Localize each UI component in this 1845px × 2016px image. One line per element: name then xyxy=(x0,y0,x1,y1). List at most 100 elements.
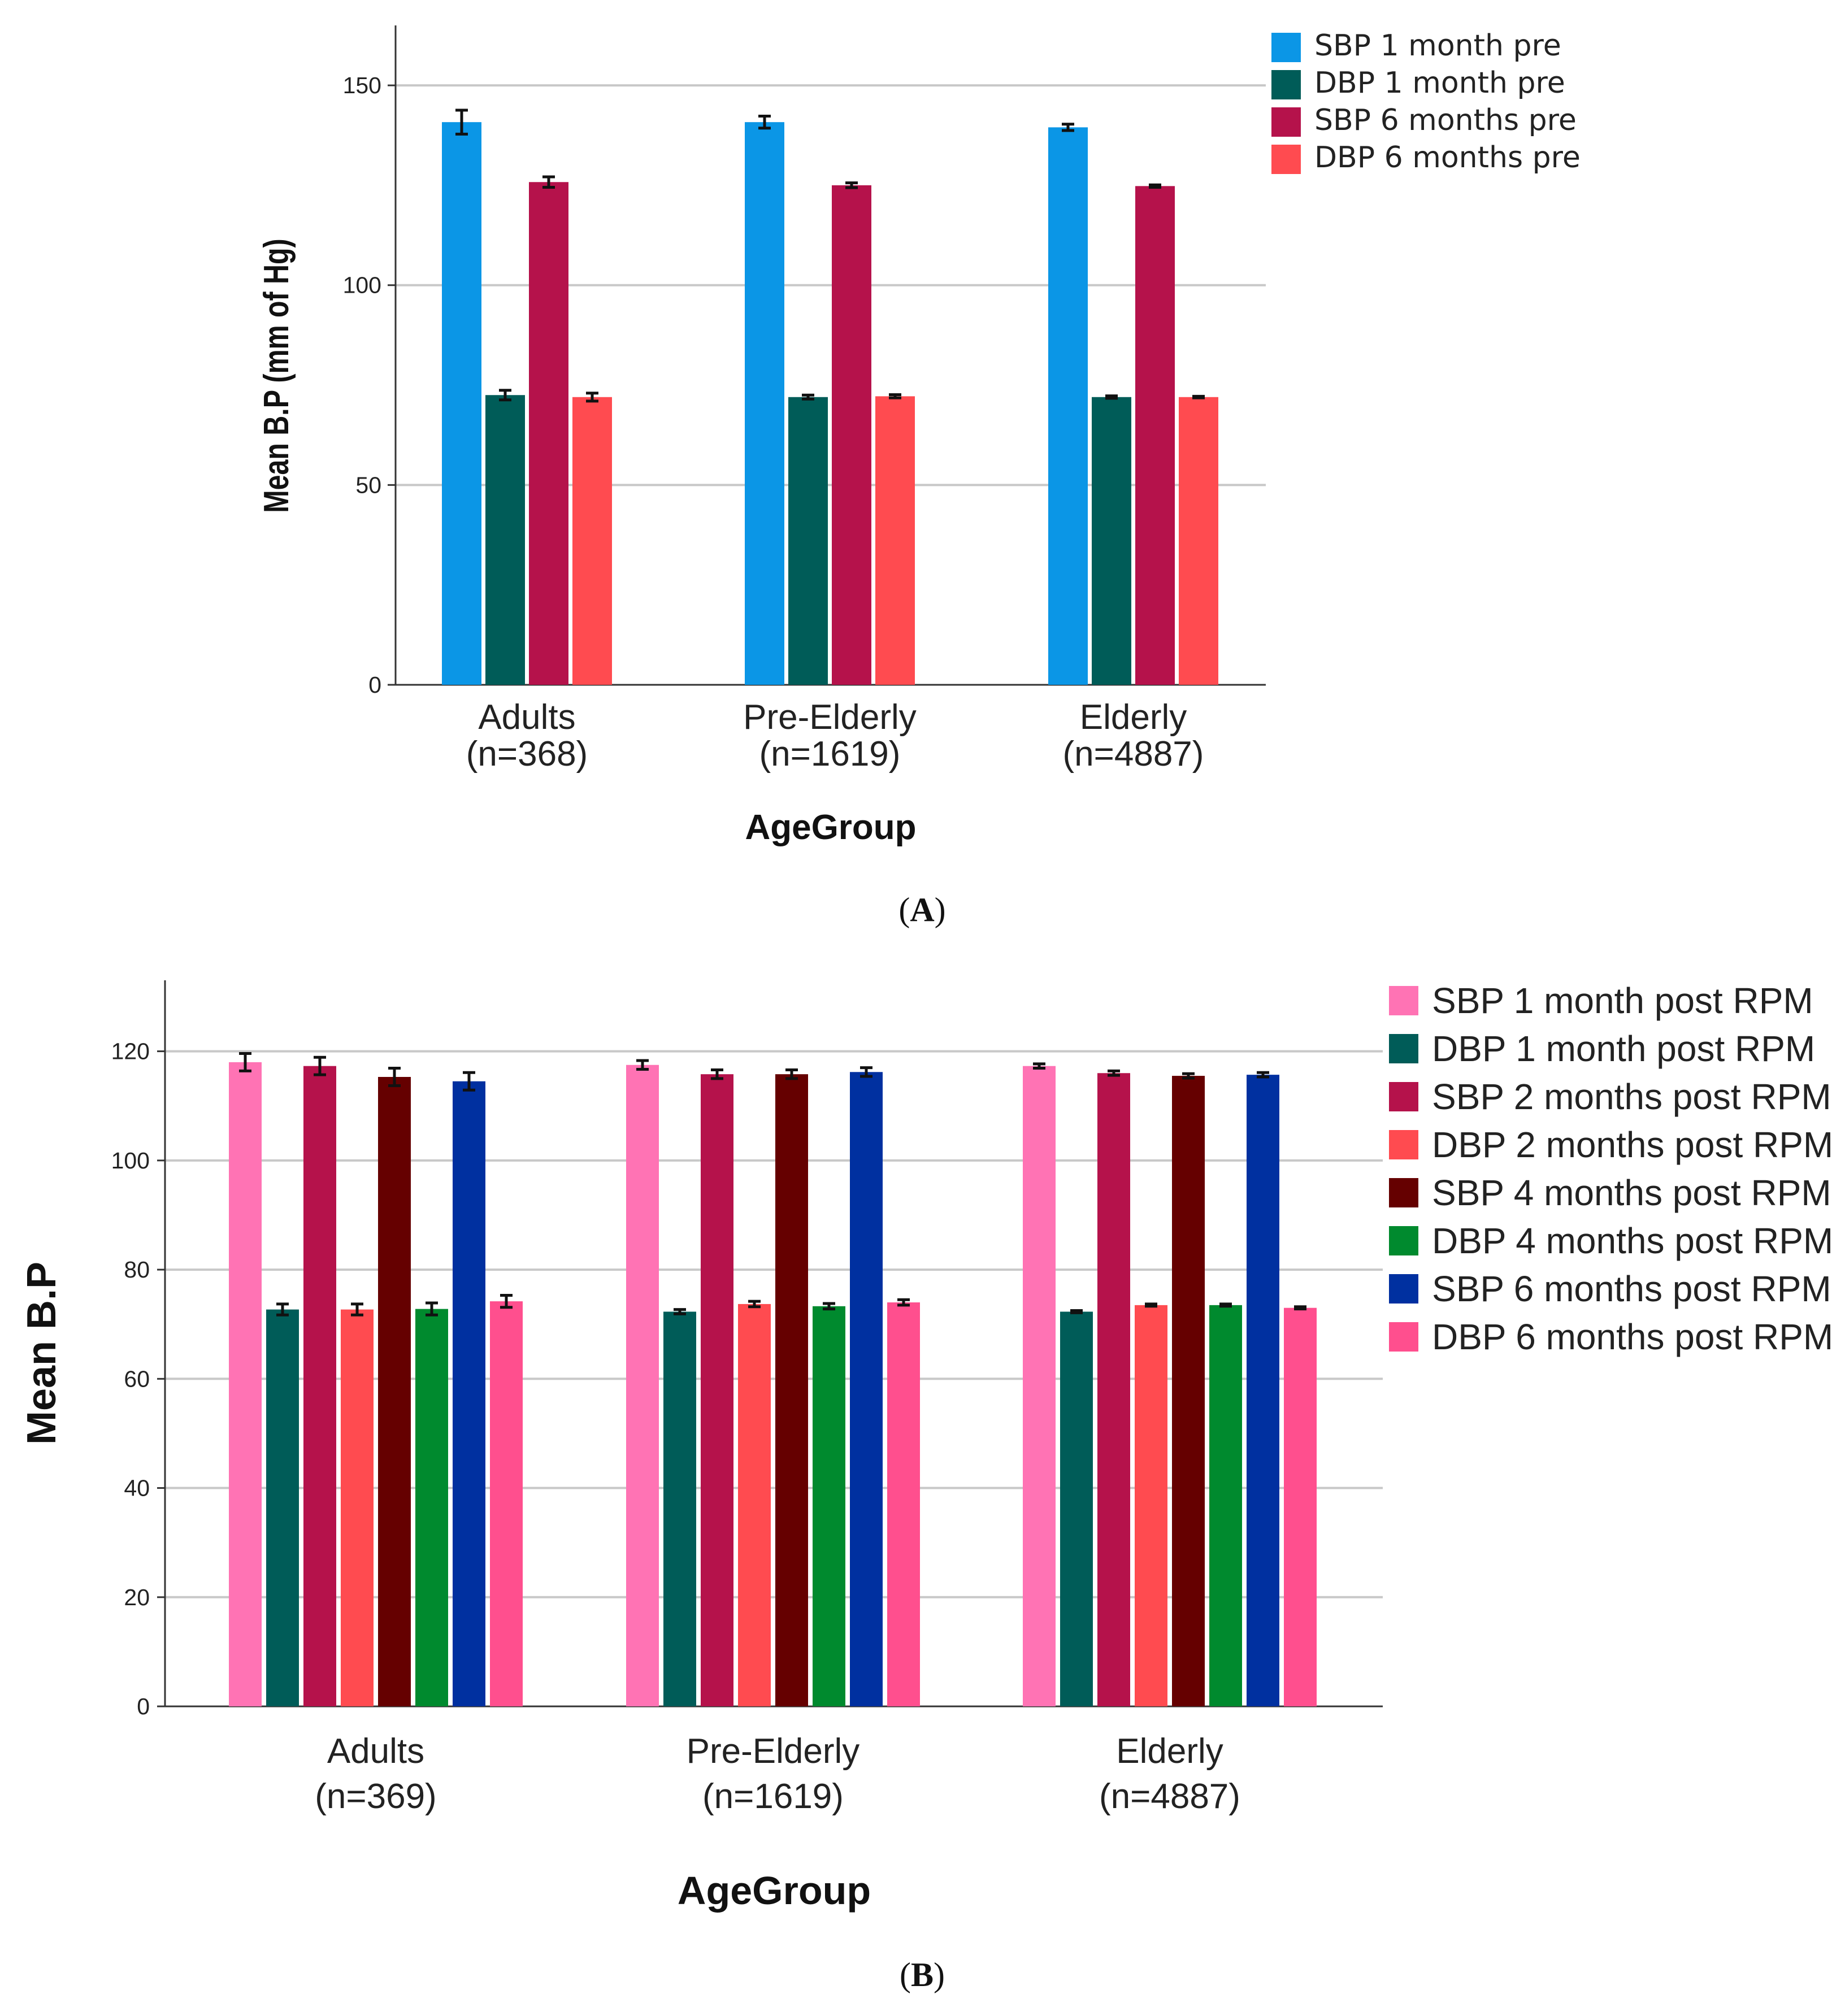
error-bar xyxy=(1192,394,1205,399)
panel-label-letter: B xyxy=(911,1956,934,1993)
bar-dbp-4-months-post-rpm-adults xyxy=(415,1309,448,1706)
error-bar xyxy=(845,181,858,189)
bar-dbp-1-month-post-rpm-elderly xyxy=(1060,1311,1093,1706)
y-tick-label: 20 xyxy=(124,1584,150,1610)
legend-swatch xyxy=(1271,70,1301,99)
bar-sbp-4-months-post-rpm-pre-elderly xyxy=(775,1074,808,1706)
error-bar xyxy=(351,1302,363,1317)
bar-dbp-6-months-pre-adults xyxy=(572,397,612,685)
bar-sbp-2-months-post-rpm-elderly xyxy=(1097,1073,1130,1706)
error-bar xyxy=(758,115,771,130)
category-sample-size: (n=4887) xyxy=(1063,735,1204,774)
panel-label-close-paren: ) xyxy=(934,1956,945,1993)
error-bar xyxy=(455,108,468,136)
legend-label: SBP 1 month pre xyxy=(1314,29,1561,63)
legend-swatch xyxy=(1389,1130,1418,1159)
category-sample-size: (n=1619) xyxy=(702,1777,844,1816)
legend-swatch xyxy=(1389,1226,1418,1255)
bar-dbp-1-month-pre-pre-elderly xyxy=(788,397,828,685)
y-tick-label: 40 xyxy=(124,1475,150,1501)
error-bar xyxy=(1108,1069,1120,1077)
bar-sbp-1-month-pre-elderly xyxy=(1048,127,1088,685)
legend-label: SBP 4 months post RPM xyxy=(1432,1172,1831,1213)
category-sample-size: (n=4887) xyxy=(1099,1777,1240,1816)
legend-swatch xyxy=(1389,1082,1418,1111)
error-bar xyxy=(1219,1302,1232,1308)
y-tick-label: 150 xyxy=(343,72,381,98)
error-bar xyxy=(1182,1072,1195,1080)
error-bar xyxy=(1105,394,1118,400)
bar-sbp-6-months-post-rpm-elderly xyxy=(1247,1075,1279,1706)
error-bar xyxy=(636,1059,649,1071)
panel-label-open-paren: ( xyxy=(898,891,910,928)
bar-sbp-4-months-post-rpm-adults xyxy=(378,1077,411,1706)
category-sample-size: (n=369) xyxy=(315,1777,436,1816)
category-label: Adults xyxy=(327,1732,424,1771)
chart-panel-b: 0 20 40 60 80 100 120 Adults (n=369) Pre-Elderly (… xyxy=(19,980,1833,1993)
category-label: Pre-Elderly xyxy=(743,698,917,737)
bar-sbp-1-month-post-rpm-elderly xyxy=(1023,1066,1056,1706)
error-bar xyxy=(1070,1309,1083,1314)
legend-swatch xyxy=(1389,986,1418,1015)
legend-label: DBP 4 months post RPM xyxy=(1432,1220,1833,1261)
bar-sbp-1-month-post-rpm-pre-elderly xyxy=(626,1065,659,1706)
y-tick-label: 0 xyxy=(137,1693,150,1719)
x-axis-title: AgeGroup xyxy=(745,808,916,847)
bar-dbp-4-months-post-rpm-elderly xyxy=(1209,1305,1242,1706)
bar-sbp-2-months-post-rpm-pre-elderly xyxy=(701,1074,733,1706)
legend-label: DBP 6 months pre xyxy=(1314,141,1581,175)
legend-label: DBP 6 months post RPM xyxy=(1432,1317,1833,1357)
bar-dbp-2-months-post-rpm-pre-elderly xyxy=(738,1304,771,1706)
error-bar xyxy=(463,1071,475,1092)
legend: SBP 1 month post RPM DBP 1 month post RPM… xyxy=(1389,980,1833,1357)
y-tick-label: 60 xyxy=(124,1366,150,1392)
legend-swatch xyxy=(1271,145,1301,174)
error-bar xyxy=(276,1302,289,1317)
y-tick-label: 100 xyxy=(343,272,381,298)
error-bar xyxy=(542,175,555,189)
legend-swatch xyxy=(1389,1034,1418,1063)
category-sample-size: (n=1619) xyxy=(759,735,901,774)
legend-label: DBP 2 months post RPM xyxy=(1432,1124,1833,1165)
bar-sbp-1-month-pre-pre-elderly xyxy=(745,122,784,685)
legend-swatch xyxy=(1271,33,1301,62)
x-axis-title: AgeGroup xyxy=(678,1869,871,1913)
panel-label: (B) xyxy=(900,1956,945,1993)
y-tick-label: 0 xyxy=(368,672,381,698)
bar-dbp-6-months-pre-elderly xyxy=(1179,397,1218,685)
error-bar xyxy=(500,1293,513,1309)
bar-sbp-6-months-pre-pre-elderly xyxy=(832,185,871,685)
error-bar xyxy=(785,1068,798,1080)
error-bar xyxy=(239,1052,251,1072)
error-bar xyxy=(1033,1062,1045,1070)
legend-swatch xyxy=(1389,1322,1418,1352)
error-bar xyxy=(889,393,901,399)
y-tick-label: 80 xyxy=(124,1257,150,1283)
error-bar xyxy=(1294,1305,1306,1311)
error-bar xyxy=(314,1055,326,1076)
legend-swatch xyxy=(1389,1274,1418,1304)
panel-label: (A) xyxy=(898,891,945,928)
panel-label-open-paren: ( xyxy=(900,1956,911,1993)
category-label: Elderly xyxy=(1080,698,1187,737)
bar-sbp-6-months-post-rpm-adults xyxy=(453,1081,485,1706)
bar-dbp-1-month-post-rpm-adults xyxy=(266,1309,299,1706)
bar-dbp-1-month-pre-adults xyxy=(485,395,525,685)
bar-dbp-1-month-post-rpm-pre-elderly xyxy=(663,1311,696,1706)
y-tick-label: 120 xyxy=(111,1039,150,1065)
error-bar xyxy=(426,1301,438,1317)
panel-label-letter: A xyxy=(910,891,934,928)
legend-label: SBP 2 months post RPM xyxy=(1432,1076,1831,1117)
category-label: Elderly xyxy=(1116,1732,1223,1771)
category-sample-size: (n=368) xyxy=(466,735,588,774)
error-bar xyxy=(1257,1071,1269,1079)
error-bar xyxy=(802,393,814,401)
bar-dbp-1-month-pre-elderly xyxy=(1092,397,1131,685)
bar-dbp-6-months-post-rpm-elderly xyxy=(1284,1307,1317,1706)
legend-swatch xyxy=(1389,1178,1418,1207)
y-axis-title: Mean B.P xyxy=(19,1262,64,1445)
error-bar xyxy=(823,1302,835,1311)
legend-label: DBP 1 month pre xyxy=(1314,66,1565,100)
